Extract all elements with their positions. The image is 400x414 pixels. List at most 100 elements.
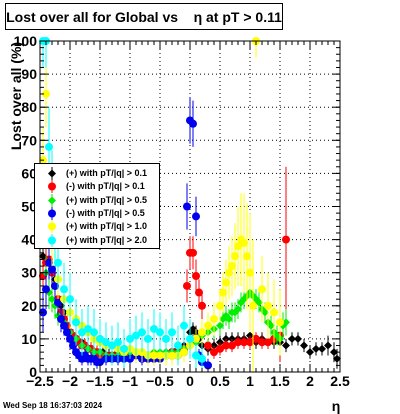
data-point	[288, 334, 296, 343]
x-tick-label: −2.5	[26, 373, 54, 389]
legend-entry: (-) with pT/|q| > 0.5	[35, 206, 159, 220]
data-point	[126, 334, 134, 343]
legend-entry: (-) with pT/|q| > 0.1	[35, 180, 159, 194]
data-point	[150, 351, 158, 360]
data-point	[294, 334, 302, 343]
data-point	[102, 338, 110, 347]
x-tick-label: 0	[186, 373, 194, 389]
data-point	[255, 298, 263, 307]
data-point	[54, 298, 62, 307]
data-point	[51, 281, 59, 290]
data-point	[66, 295, 74, 304]
legend-label: (+) with pT/|q| > 1.0	[66, 221, 148, 232]
y-tick-label: 60	[21, 165, 37, 181]
legend-marker	[48, 193, 56, 207]
y-tick-label: 30	[21, 265, 37, 281]
data-point	[216, 301, 224, 310]
data-point	[174, 341, 182, 350]
data-point	[264, 338, 272, 347]
data-point	[261, 308, 269, 317]
y-tick-label: 0	[29, 364, 37, 380]
data-point	[264, 301, 272, 310]
data-point	[42, 89, 50, 98]
data-point	[234, 242, 242, 251]
data-point	[234, 338, 242, 347]
data-point	[219, 288, 227, 297]
x-tick-label: 2	[306, 373, 314, 389]
legend-entry: (+) with pT/|q| > 0.5	[35, 193, 159, 207]
legend: (+) with pT/|q| > 0.1 (-) with pT/|q| > 0…	[34, 163, 160, 249]
y-tick-label: 10	[21, 331, 37, 347]
legend-marker-shape	[48, 209, 56, 218]
data-point	[132, 331, 140, 340]
data-point	[156, 351, 164, 360]
data-point	[204, 321, 212, 330]
data-point	[192, 212, 200, 221]
data-point	[192, 351, 200, 360]
data-point	[222, 341, 230, 350]
data-point	[246, 268, 254, 277]
data-point	[195, 288, 203, 297]
data-point	[144, 334, 152, 343]
data-point	[249, 301, 257, 310]
data-point	[57, 315, 65, 324]
data-point	[60, 285, 68, 294]
data-point	[198, 301, 206, 310]
data-point	[78, 328, 86, 337]
data-point	[183, 281, 191, 290]
legend-marker	[48, 167, 56, 180]
data-point	[222, 278, 230, 287]
legend-label: (+) with pT/|q| > 0.5	[66, 194, 148, 205]
data-point	[252, 334, 260, 343]
chart-title: Lost over all for Global vs η at pT > 0.…	[6, 9, 282, 25]
data-point	[270, 308, 278, 317]
legend-entry: (+) with pT/|q| > 1.0	[35, 220, 159, 234]
x-tick-label: 1	[246, 373, 254, 389]
data-point	[48, 265, 56, 274]
data-point	[150, 324, 158, 333]
data-point	[90, 328, 98, 337]
data-point	[225, 315, 233, 324]
legend-marker	[48, 233, 56, 247]
data-point	[258, 285, 266, 294]
data-point	[189, 248, 197, 257]
legend-entry: (+) with pT/|q| > 2.0	[35, 233, 159, 247]
y-tick-label: 40	[21, 232, 37, 248]
data-point	[243, 252, 251, 261]
legend-entry: (+) with pT/|q| > 0.1	[35, 167, 159, 180]
data-point	[66, 334, 74, 343]
data-point	[162, 334, 170, 343]
data-point	[186, 334, 194, 343]
data-point	[312, 344, 320, 353]
data-point	[84, 324, 92, 333]
x-tick-label: −1	[122, 373, 138, 389]
data-point	[96, 358, 104, 367]
title-box: Lost over all for Global vs η at pT > 0.…	[5, 3, 283, 30]
axis-ticks: −2.5 −2 −1.5 −1 −0.5 0 0.5 1 1.5 2 2.5 0 10 20 30 40 50 6…	[14, 33, 350, 389]
legend-marker-shape	[48, 222, 56, 231]
legend-marker-shape	[48, 236, 56, 244]
data-point	[45, 142, 53, 151]
legend-marker-shape	[48, 169, 56, 178]
data-point	[282, 341, 290, 350]
data-point	[45, 258, 53, 267]
data-point	[180, 321, 188, 330]
data-point	[276, 318, 284, 327]
legend-marker	[48, 180, 56, 194]
data-point	[246, 338, 254, 347]
data-point	[225, 268, 233, 277]
data-point	[48, 295, 56, 304]
y-tick-label: 70	[21, 132, 37, 148]
legend-marker-shape	[48, 196, 56, 205]
data-point	[72, 318, 80, 327]
y-tick-label: 90	[21, 66, 37, 82]
data-point	[198, 328, 206, 337]
data-point	[96, 334, 104, 343]
timestamp: Wed Sep 18 16:37:03 2024	[3, 401, 103, 410]
data-point	[42, 285, 50, 294]
data-point	[306, 348, 314, 357]
y-tick-label: 80	[21, 99, 37, 115]
legend-marker	[48, 206, 56, 220]
data-point	[300, 341, 308, 350]
